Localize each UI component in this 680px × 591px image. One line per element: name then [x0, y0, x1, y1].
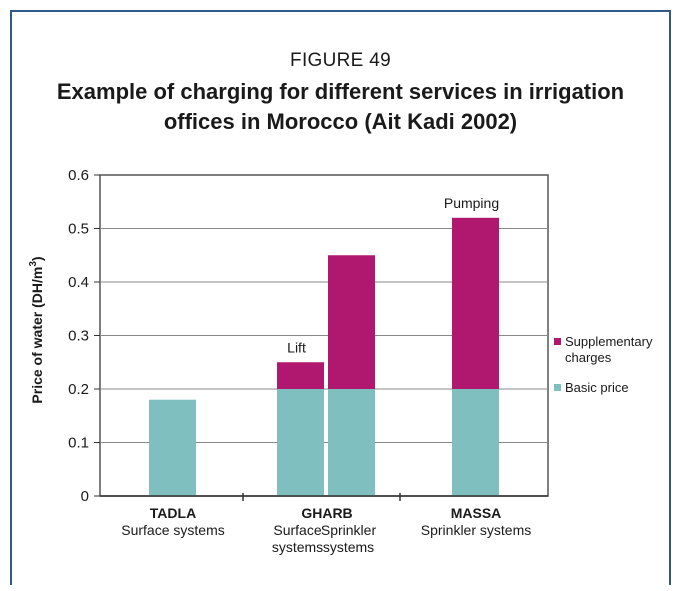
- frame-top-border: [10, 10, 671, 12]
- bar-sublabel-line-2: systems: [323, 539, 374, 555]
- axes: 0 0.1 0.2 0.3 0.4 0.5 0.6: [68, 167, 548, 505]
- bar-supplementary-charges: [328, 255, 375, 389]
- legend-swatch: [554, 384, 561, 391]
- chart-title: Example of charging for different servic…: [10, 77, 671, 137]
- y-axis-label-superscript: 3: [28, 261, 39, 267]
- y-tick-label: 0.6: [68, 167, 89, 184]
- y-axis-label: Price of water (DH/m3): [28, 256, 45, 403]
- bar-annotation: Lift: [287, 339, 306, 355]
- bar-basic-price: [452, 389, 499, 496]
- bar-supplementary-charges: [277, 362, 324, 389]
- y-axis-label-main: Price of water (DH/m: [29, 267, 45, 404]
- legend-label: Basic price: [565, 380, 629, 395]
- y-tick-label: 0.4: [68, 274, 89, 291]
- group-name-label: TADLA: [150, 505, 196, 521]
- bar-basic-price: [149, 399, 196, 496]
- group-name-label: MASSA: [451, 505, 502, 521]
- group-name-label: GHARB: [301, 505, 352, 521]
- chart-title-line-2: offices in Morocco (Ait Kadi 2002): [163, 109, 518, 134]
- bar-sublabel-line-2: systems: [272, 539, 323, 555]
- y-axis-label-tail: ): [29, 256, 45, 261]
- legend-label-line-2: charges: [565, 350, 612, 365]
- bar-basic-price: [328, 389, 375, 496]
- bars: [149, 217, 499, 496]
- bar-sublabel-line-1: Surface: [273, 522, 321, 538]
- legend-label: Supplementary: [565, 334, 653, 349]
- frame-left-border: [10, 10, 12, 585]
- group-subtitle-label: Sprinkler systems: [421, 522, 531, 538]
- y-tick-label: 0.3: [68, 328, 89, 345]
- group-subtitle-label: Surface systems: [121, 522, 224, 538]
- bar-supplementary-charges: [452, 217, 499, 389]
- legend-swatch: [554, 338, 561, 345]
- bar-annotation: Pumping: [444, 195, 499, 211]
- chart-title-line-1: Example of charging for different servic…: [56, 79, 625, 104]
- y-tick-label: 0.5: [68, 221, 89, 238]
- bar-basic-price: [277, 389, 324, 496]
- bar-sublabel-line-1: Sprinkler: [321, 522, 377, 538]
- frame-right-border: [669, 10, 671, 585]
- y-tick-label: 0.2: [68, 381, 89, 398]
- y-tick-label: 0: [81, 488, 89, 505]
- figure-label: FIGURE 49: [290, 50, 391, 71]
- y-tick-label: 0.1: [68, 435, 89, 452]
